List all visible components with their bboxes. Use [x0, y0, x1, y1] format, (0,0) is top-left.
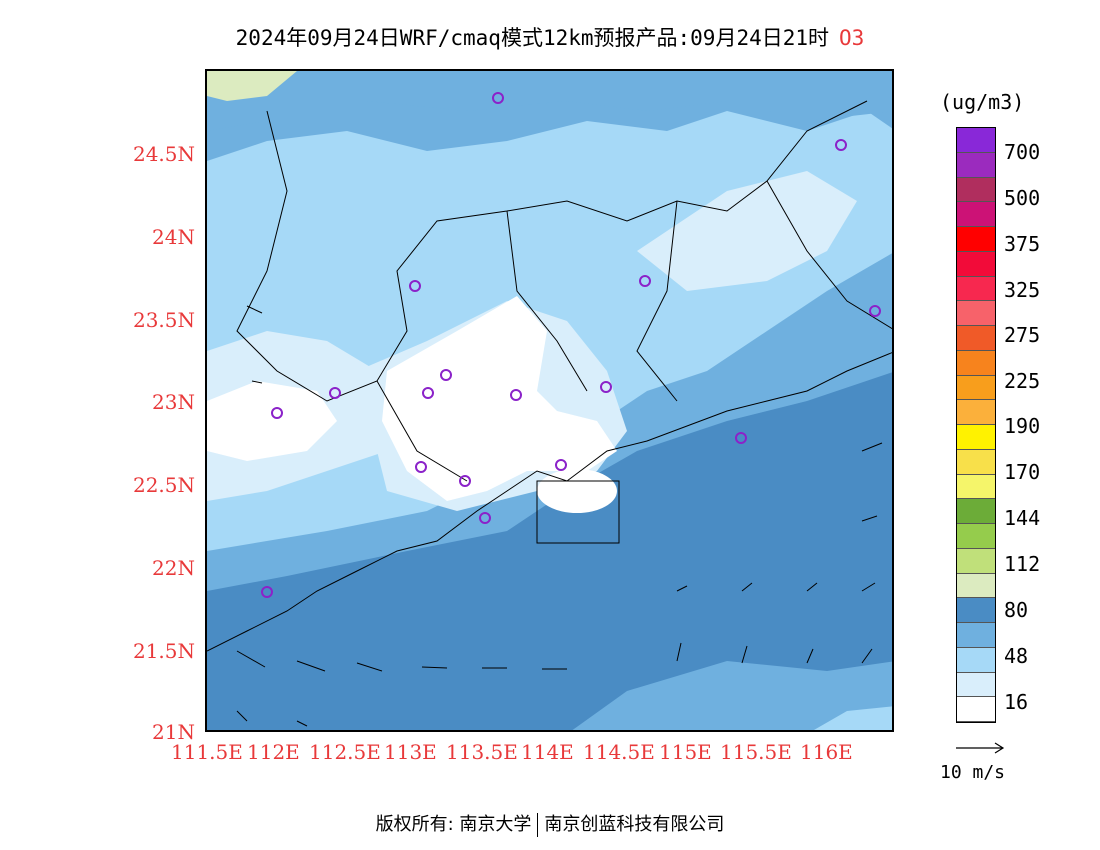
legend-swatch — [957, 449, 995, 475]
legend-label: 325 — [1004, 278, 1041, 302]
legend-label: 170 — [1004, 460, 1041, 484]
footer-left: 版权所有: 南京大学 — [375, 814, 532, 835]
legend-label: 275 — [1004, 323, 1041, 347]
zone-nw-green — [207, 71, 297, 101]
legend-swatch — [957, 301, 995, 326]
pollutant-label: O3 — [839, 26, 865, 50]
legend-swatch — [957, 672, 995, 698]
legend-swatch — [957, 573, 995, 599]
legend-label: 80 — [1004, 598, 1029, 622]
legend-swatch — [957, 128, 995, 153]
x-tick-label: 112E — [247, 740, 300, 764]
x-tick-label: 116E — [800, 740, 853, 764]
zone-south-light — [813, 706, 892, 730]
x-tick-label: 111.5E — [171, 740, 243, 764]
concentration-field — [207, 71, 892, 730]
city-borders — [376, 180, 892, 482]
legend-colorbar — [956, 127, 996, 723]
x-tick-label: 113E — [384, 740, 437, 764]
legend-swatch — [957, 697, 995, 722]
legend-swatch — [957, 375, 995, 401]
y-tick-label: 23N — [152, 390, 195, 414]
map-title: 2024年09月24日WRF/cmaq模式12km预报产品:09月24日21时 O… — [0, 22, 1100, 52]
footer-right: 南京创蓝科技有限公司 — [544, 814, 725, 835]
x-tick-label: 114E — [521, 740, 574, 764]
title-text: 2024年09月24日WRF/cmaq模式12km预报产品:09月24日21时 — [235, 26, 830, 50]
zone-south-band — [572, 661, 892, 730]
legend-swatch — [957, 326, 995, 351]
legend-swatch — [957, 227, 995, 252]
hk-box — [536, 480, 620, 544]
legend-swatch — [957, 499, 995, 524]
legend-swatch — [957, 276, 995, 302]
legend-swatch — [957, 177, 995, 203]
legend-label: 16 — [1004, 690, 1029, 714]
y-tick-label: 24.5N — [132, 142, 195, 166]
zone-north — [207, 71, 892, 131]
zone-pearl-river-low — [382, 296, 617, 501]
legend-label: 48 — [1004, 644, 1029, 668]
wind-vectors — [236, 305, 883, 727]
legend-swatch — [957, 474, 995, 500]
station-markers — [261, 92, 881, 598]
wind-reference-label: 10 m/s — [940, 762, 1006, 783]
legend-label: 375 — [1004, 232, 1041, 256]
legend-label: 225 — [1004, 369, 1041, 393]
zone-ne-pale — [637, 171, 857, 291]
legend-swatch — [957, 251, 995, 277]
legend-swatch — [957, 152, 995, 178]
legend-swatch — [957, 400, 995, 425]
legend-label: 112 — [1004, 552, 1041, 576]
zone-west-low — [207, 381, 337, 461]
y-tick-label: 24N — [152, 225, 195, 249]
legend-swatch — [957, 598, 995, 623]
copyright-footer: 版权所有: 南京大学 南京创蓝科技有限公司 — [0, 810, 1100, 837]
y-tick-label: 21.5N — [132, 639, 195, 663]
legend-unit: (ug/m3) — [940, 90, 1025, 114]
x-tick-label: 113.5E — [446, 740, 518, 764]
legend-label: 500 — [1004, 186, 1041, 210]
legend-swatch — [957, 524, 995, 549]
legend-swatch — [957, 623, 995, 648]
footer-separator — [537, 813, 539, 837]
legend-swatch — [957, 548, 995, 574]
x-tick-label: 115.5E — [720, 740, 792, 764]
x-tick-label: 112.5E — [309, 740, 381, 764]
legend-label: 190 — [1004, 414, 1041, 438]
legend-swatch — [957, 202, 995, 227]
coastline — [207, 352, 892, 652]
legend-label: 144 — [1004, 506, 1041, 530]
zone-48-80 — [207, 372, 892, 730]
y-tick-label: 22.5N — [132, 473, 195, 497]
zone-hk-low — [537, 469, 617, 513]
forecast-map — [205, 69, 894, 732]
legend-label: 700 — [1004, 140, 1041, 164]
x-tick-label: 115E — [659, 740, 712, 764]
y-tick-label: 22N — [152, 556, 195, 580]
y-tick-label: 23.5N — [132, 308, 195, 332]
province-border — [236, 100, 868, 402]
legend-swatch — [957, 350, 995, 376]
legend-swatch — [957, 647, 995, 673]
y-tick-label: 21N — [152, 720, 195, 744]
wind-reference-arrow — [956, 742, 1005, 754]
x-tick-label: 114.5E — [583, 740, 655, 764]
legend-swatch — [957, 425, 995, 450]
